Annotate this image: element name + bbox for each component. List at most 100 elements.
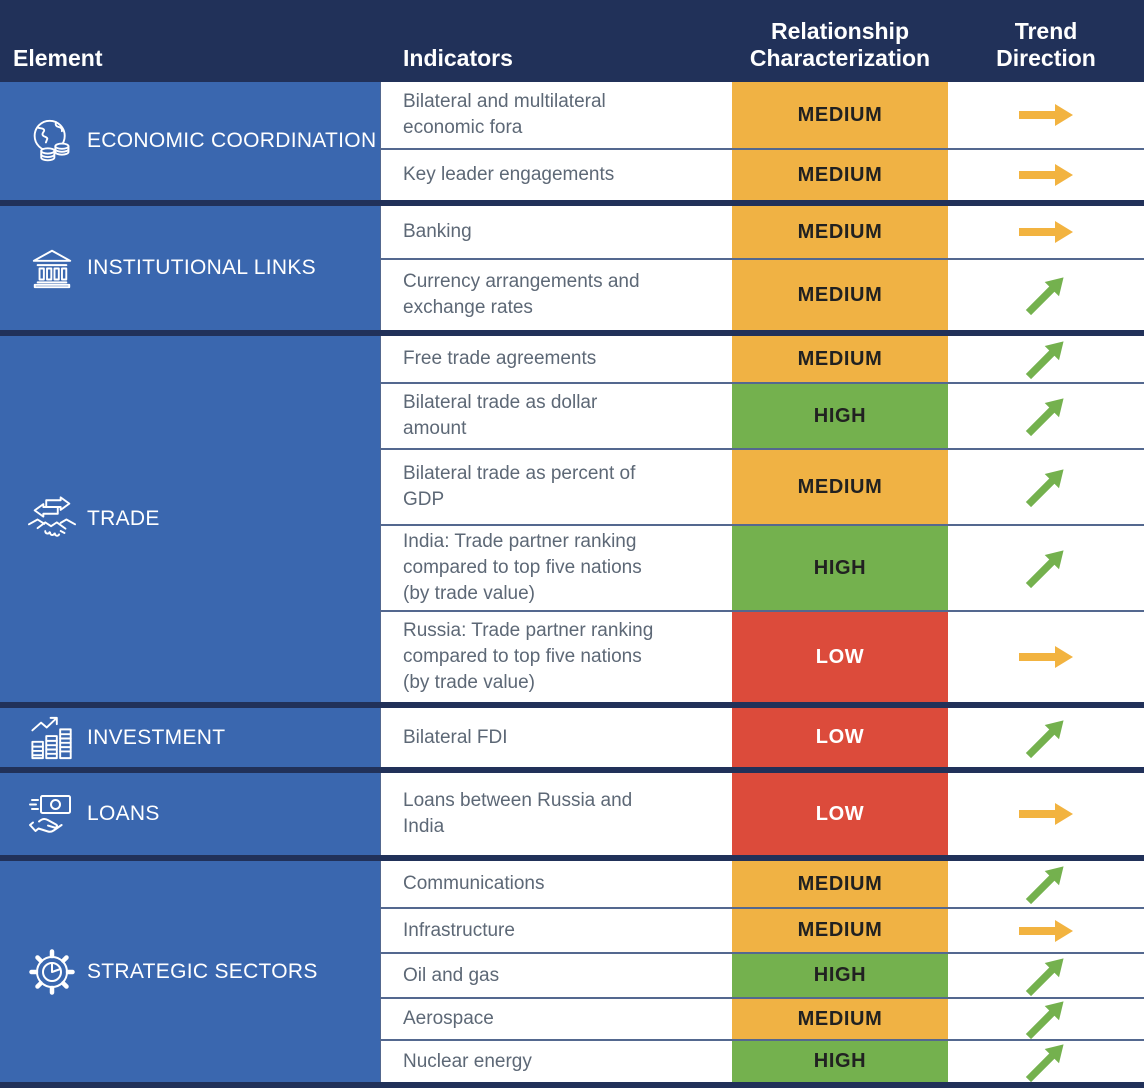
table-body: ECONOMIC COORDINATION Bilateral and multi…: [0, 82, 1144, 1088]
group-rows: Bilateral and multilateral economic fora…: [380, 82, 1144, 200]
header-element: Element: [13, 45, 103, 71]
trend-up-arrow-icon: [1017, 277, 1075, 316]
group-rows: Bilateral FDI LOW: [380, 708, 1144, 767]
trend-cell: [948, 336, 1144, 382]
indicator-cell: Infrastructure: [403, 919, 515, 941]
trend-up-arrow-icon: [1017, 1043, 1075, 1082]
element-group: INSTITUTIONAL LINKS Banking MEDIUM Currency…: [0, 206, 1144, 330]
element-label: STRATEGIC SECTORS: [87, 959, 318, 983]
loan-banknote-hand-icon: [27, 790, 77, 838]
indicator-cell: Bilateral and multilateral economic fora: [403, 91, 606, 138]
indicator-cell: Key leader engagements: [403, 164, 615, 185]
group-separator: [0, 200, 1144, 206]
indicator-cell: Oil and gas: [403, 964, 500, 986]
trend-flat-arrow-icon: [1017, 644, 1075, 670]
table-row: Infrastructure MEDIUM: [381, 907, 1144, 952]
element-group: TRADE Free trade agreements MEDIUM Bilatera…: [0, 336, 1144, 702]
relationship-badge: LOW: [732, 612, 948, 702]
indicator-cell: Loans between Russia and India: [403, 790, 633, 837]
trend-flat-arrow-icon: [1017, 162, 1075, 188]
bank-icon: [27, 245, 77, 291]
element-cell: ECONOMIC COORDINATION: [0, 82, 380, 200]
trend-cell: [948, 773, 1144, 855]
relationship-badge: MEDIUM: [732, 909, 948, 952]
trade-handshake-icon: [27, 495, 77, 543]
trend-cell: [948, 206, 1144, 258]
table-bottom-border: [0, 1082, 1144, 1088]
group-separator: [0, 855, 1144, 861]
trend-cell: [948, 384, 1144, 448]
relationship-badge: MEDIUM: [732, 150, 948, 200]
group-rows: Banking MEDIUM Currency arrangements and e…: [380, 206, 1144, 330]
trend-flat-arrow-icon: [1017, 918, 1075, 944]
indicator-cell: Bilateral FDI: [403, 726, 508, 748]
trend-cell: [948, 954, 1144, 997]
element-cell: LOANS: [0, 773, 380, 855]
relationship-badge: HIGH: [732, 1041, 948, 1082]
trend-cell: [948, 82, 1144, 148]
table-row: Russia: Trade partner ranking compared t…: [381, 610, 1144, 702]
trend-cell: [948, 861, 1144, 907]
relationship-badge: MEDIUM: [732, 206, 948, 258]
indicator-cell: Russia: Trade partner ranking compared t…: [403, 620, 654, 693]
element-group: INVESTMENT Bilateral FDI LOW: [0, 708, 1144, 767]
table-row: Bilateral and multilateral economic fora…: [381, 82, 1144, 148]
trend-cell: [948, 999, 1144, 1040]
trend-cell: [948, 526, 1144, 610]
element-label: TRADE: [87, 507, 160, 530]
indicator-cell: Currency arrangements and exchange rates: [403, 271, 640, 318]
investment-chart-icon: [27, 715, 77, 761]
table-row: Bilateral trade as dollar amount HIGH: [381, 382, 1144, 448]
indicator-cell: Bilateral trade as dollar amount: [403, 392, 598, 439]
group-separator: [0, 767, 1144, 773]
element-label: LOANS: [87, 802, 160, 825]
table-row: Oil and gas HIGH: [381, 952, 1144, 997]
trend-flat-arrow-icon: [1017, 102, 1075, 128]
relationship-badge: MEDIUM: [732, 450, 948, 524]
indicator-cell: Bilateral trade as percent of GDP: [403, 463, 636, 510]
trend-cell: [948, 612, 1144, 702]
table-row: Nuclear energy HIGH: [381, 1039, 1144, 1082]
trend-cell: [948, 150, 1144, 200]
globe-coins-icon: [27, 118, 77, 165]
table-row: India: Trade partner ranking compared to…: [381, 524, 1144, 610]
element-cell: INVESTMENT: [0, 708, 380, 767]
relationship-badge: LOW: [732, 773, 948, 855]
element-group: LOANS Loans between Russia and India LOW: [0, 773, 1144, 855]
element-group: ECONOMIC COORDINATION Bilateral and multi…: [0, 82, 1144, 200]
trend-up-arrow-icon: [1017, 957, 1075, 996]
relationship-badge: MEDIUM: [732, 999, 948, 1039]
gear-pie-icon: [27, 948, 77, 996]
element-cell: INSTITUTIONAL LINKS: [0, 206, 380, 330]
trend-cell: [948, 708, 1144, 767]
table-row: Free trade agreements MEDIUM: [381, 336, 1144, 382]
table-header-row: Element Indicators Relationship Characte…: [0, 0, 1144, 82]
relationship-badge: MEDIUM: [732, 336, 948, 382]
element-group: STRATEGIC SECTORS Communications MEDIUM Inf…: [0, 861, 1144, 1082]
table-row: Bilateral FDI LOW: [381, 708, 1144, 767]
relationship-badge: LOW: [732, 708, 948, 767]
table-row: Bilateral trade as percent of GDP MEDIUM: [381, 448, 1144, 524]
group-rows: Communications MEDIUM Infrastructure MEDIUM…: [380, 861, 1144, 1082]
trend-up-arrow-icon: [1017, 866, 1075, 905]
relationship-badge: MEDIUM: [732, 861, 948, 907]
trend-up-arrow-icon: [1017, 469, 1075, 508]
table-row: Aerospace MEDIUM: [381, 997, 1144, 1040]
trend-cell: [948, 1041, 1144, 1082]
table-row: Currency arrangements and exchange rates…: [381, 258, 1144, 330]
indicator-cell: Aerospace: [403, 1008, 494, 1029]
relationship-badge: MEDIUM: [732, 260, 948, 330]
group-rows: Free trade agreements MEDIUM Bilateral tra…: [380, 336, 1144, 702]
element-label: INVESTMENT: [87, 725, 226, 749]
table-row: Communications MEDIUM: [381, 861, 1144, 907]
indicator-cell: Banking: [403, 221, 472, 242]
indicator-cell: Communications: [403, 873, 545, 894]
trend-cell: [948, 909, 1144, 952]
relationship-badge: HIGH: [732, 384, 948, 448]
table-row: Banking MEDIUM: [381, 206, 1144, 258]
indicator-cell: Nuclear energy: [403, 1050, 532, 1072]
header-trend-direction: Trend Direction: [996, 18, 1096, 71]
trend-up-arrow-icon: [1017, 719, 1075, 758]
header-indicators: Indicators: [403, 45, 513, 71]
